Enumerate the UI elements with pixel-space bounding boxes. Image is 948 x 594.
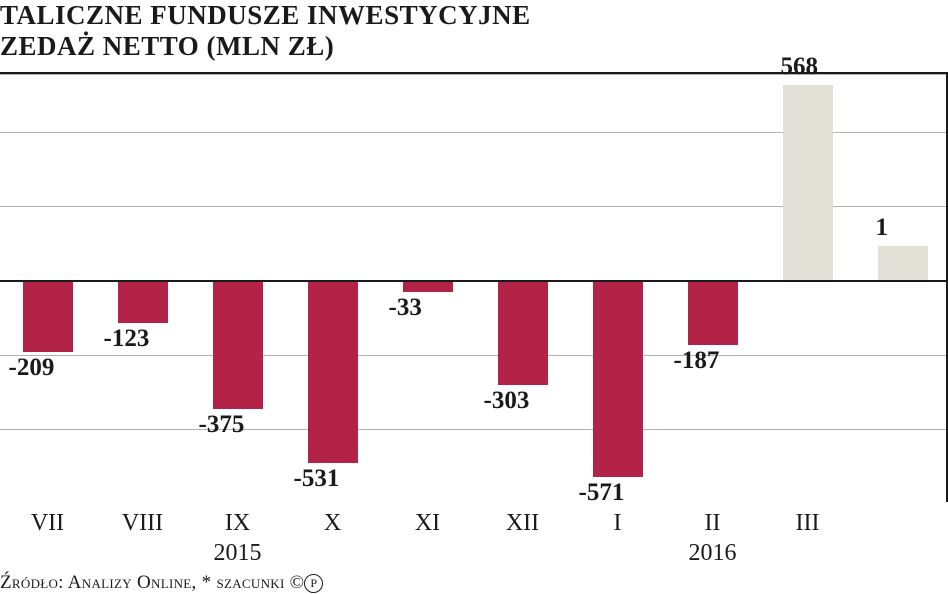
bar — [783, 85, 833, 280]
bar — [688, 280, 738, 344]
x-axis-tick-label: X — [324, 510, 341, 537]
bar-value-label: -33 — [389, 294, 422, 322]
x-axis-year-label: 2016 — [689, 540, 737, 567]
bar — [593, 280, 643, 476]
bar — [498, 280, 548, 384]
x-axis-tick-label: XI — [415, 510, 440, 537]
bars-container: -209-123-375-531-33-303-571-1875681 — [0, 74, 946, 502]
zero-baseline — [0, 280, 946, 282]
x-axis-year-label: 2015 — [214, 540, 262, 567]
bar-value-label: 568 — [781, 53, 819, 81]
x-axis-tick-label: IX — [225, 510, 250, 537]
source-attribution: Źródło: Analizy Online, * szacunki ©P — [0, 572, 323, 594]
chart-title-block: TALICZNE FUNDUSZE INWESTYCYJNE ZEDAŻ NET… — [0, 0, 531, 62]
bar — [878, 246, 928, 280]
bar — [308, 280, 358, 463]
title-line-1: TALICZNE FUNDUSZE INWESTYCYJNE — [0, 0, 531, 31]
bar — [118, 280, 168, 322]
title-line-2: ZEDAŻ NETTO (MLN ZŁ) — [0, 31, 531, 62]
bar — [213, 280, 263, 409]
chart-plot-area: -209-123-375-531-33-303-571-1875681 — [0, 72, 948, 502]
bar-value-label: -187 — [674, 347, 720, 375]
x-axis-tick-label: II — [705, 510, 721, 537]
bar-value-label: -123 — [104, 325, 150, 353]
bar-value-label: -303 — [484, 387, 530, 415]
x-axis-tick-label: III — [796, 510, 820, 537]
x-axis-tick-label: VIII — [122, 510, 163, 537]
bar-value-label: -209 — [9, 354, 55, 382]
bar — [23, 280, 73, 352]
source-text: Źródło: Analizy Online, * szacunki © — [0, 572, 304, 593]
bar-value-label: -571 — [579, 479, 625, 507]
x-axis-tick-label: XII — [506, 510, 539, 537]
bar-value-label: 1 — [876, 214, 889, 242]
x-axis-tick-label: VII — [31, 510, 64, 537]
bar-value-label: -531 — [294, 465, 340, 493]
x-axis-tick-label: I — [614, 510, 622, 537]
p-mark-icon: P — [304, 574, 323, 593]
bar-value-label: -375 — [199, 411, 245, 439]
